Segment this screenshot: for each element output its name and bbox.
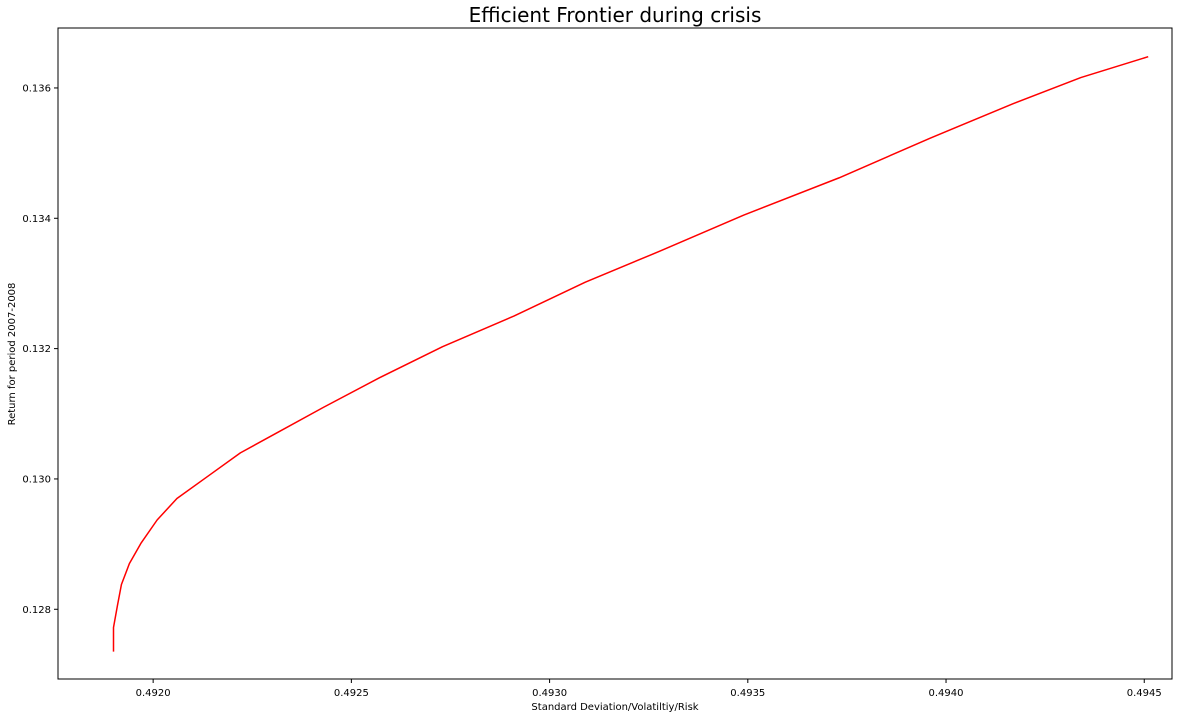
y-tick-label: 0.128: [22, 605, 51, 616]
frontier-line: [112, 55, 1149, 652]
y-tick-label: 0.136: [22, 83, 51, 94]
x-tick-label: 0.4935: [730, 688, 765, 699]
y-axis-ticks: 0.128 0.130 0.132 0.134 0.136: [22, 83, 58, 616]
y-axis-label: Return for period 2007-2008: [7, 283, 18, 426]
chart-title: Efficient Frontier during crisis: [469, 3, 762, 27]
plot-area: [112, 55, 1149, 652]
x-tick-label: 0.4920: [136, 688, 171, 699]
y-tick-label: 0.134: [22, 214, 51, 225]
x-tick-label: 0.4945: [1127, 688, 1162, 699]
x-tick-label: 0.4940: [929, 688, 964, 699]
y-tick-label: 0.132: [22, 344, 51, 355]
x-axis-ticks: 0.4920 0.4925 0.4930 0.4935 0.4940 0.4945: [136, 679, 1162, 699]
x-axis-label: Standard Deviation/Volatiltiy/Risk: [531, 702, 698, 713]
x-tick-label: 0.4930: [532, 688, 567, 699]
x-tick-label: 0.4925: [334, 688, 369, 699]
y-tick-label: 0.130: [22, 474, 51, 485]
axes-frame: [57, 27, 1173, 680]
